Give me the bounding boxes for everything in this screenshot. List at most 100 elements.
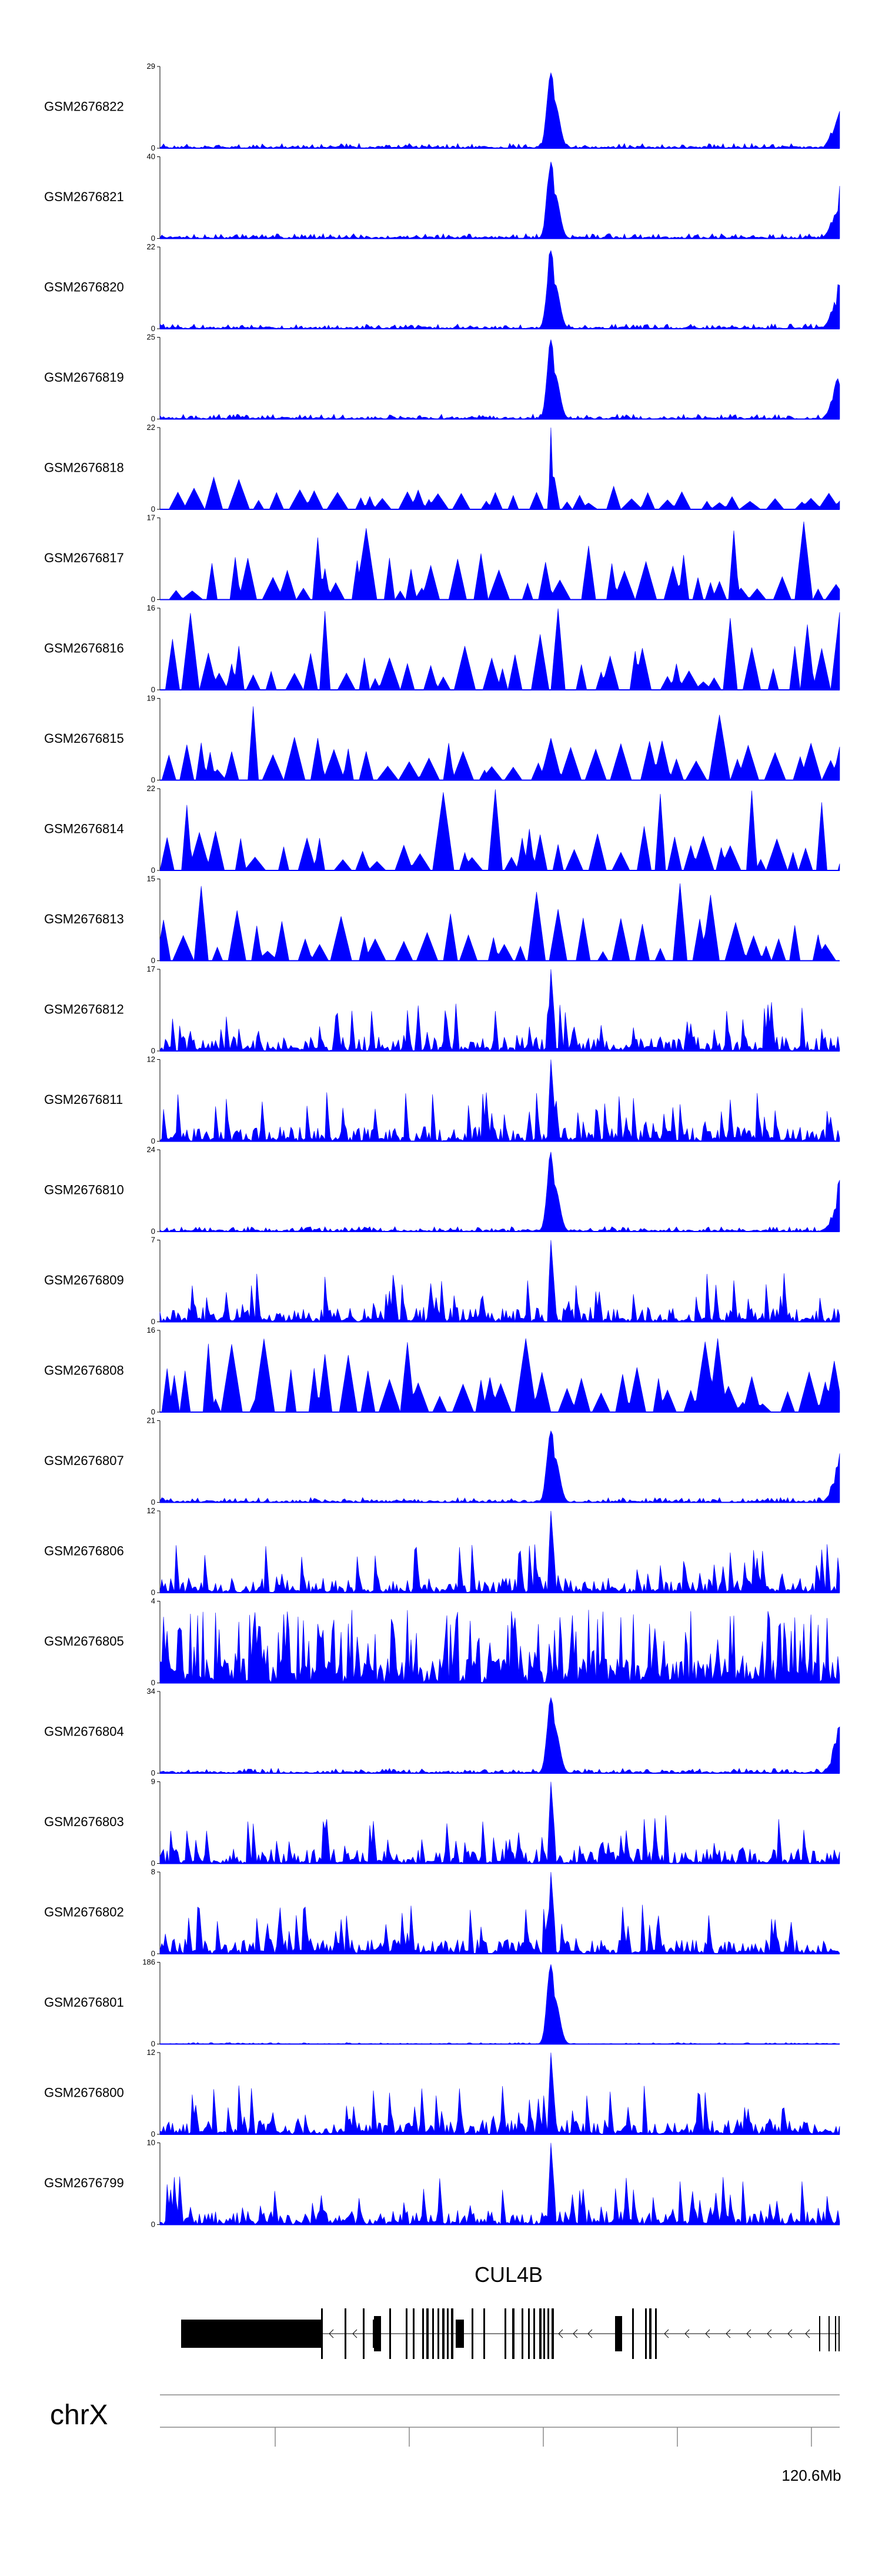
strand-chevron-icon: [558, 2329, 563, 2338]
gene-exon: [406, 2308, 407, 2359]
signal-area: [159, 1240, 840, 1323]
signal-area: [159, 1964, 840, 2044]
track-GSM2676809: GSM2676809 7 0: [44, 1236, 840, 1326]
y-tick-label-max: 7: [151, 1236, 155, 1244]
y-tick-label-min: 0: [151, 1407, 155, 1416]
track-GSM2676806: GSM2676806 12 0: [44, 1506, 840, 1597]
gene-exon: [645, 2308, 647, 2359]
signal-area: [160, 427, 840, 510]
track-label: GSM2676804: [44, 1724, 124, 1739]
signal-area: [159, 1059, 840, 1142]
track-label: GSM2676820: [44, 280, 124, 295]
y-tick-label-max: 17: [147, 965, 155, 973]
gene-exon: [345, 2308, 346, 2359]
track-GSM2676822: GSM2676822 29 0: [44, 62, 840, 152]
signal-area: [159, 161, 840, 239]
y-tick-label-min: 0: [151, 685, 155, 694]
coordinate-label: 120.6Mb: [781, 2467, 841, 2484]
track-GSM2676805: GSM2676805 4 0: [44, 1597, 840, 1687]
track-GSM2676814: GSM2676814 22 0: [44, 784, 840, 875]
gene-exon: [547, 2308, 549, 2359]
y-tick-label-min: 0: [151, 1046, 155, 1055]
gene-exon: [649, 2308, 652, 2359]
y-tick-label-min: 0: [151, 1137, 155, 1146]
signal-area: [159, 1697, 840, 1774]
gene-exon: [442, 2308, 445, 2359]
y-tick-label-max: 22: [147, 784, 155, 793]
y-tick-label-min: 0: [151, 1227, 155, 1236]
track-GSM2676821: GSM2676821 40 0: [44, 152, 840, 243]
y-tick-label-max: 12: [147, 1055, 155, 1064]
signal-area: [160, 1338, 840, 1413]
gene-exon: [819, 2316, 820, 2351]
y-tick-label-min: 0: [151, 956, 155, 965]
y-tick-label-max: 16: [147, 603, 155, 612]
signal-tracks: GSM2676822290GSM2676821400GSM2676820220G…: [44, 62, 840, 2229]
y-tick-label-min: 0: [151, 1317, 155, 1326]
gene-exon: [483, 2308, 485, 2359]
y-tick-label-min: 0: [151, 505, 155, 513]
track-GSM2676819: GSM2676819 25 0: [44, 333, 840, 423]
gene-exon: [363, 2308, 365, 2359]
signal-area: [159, 1510, 840, 1593]
gene-exon: [432, 2308, 434, 2359]
gene-exon: [615, 2316, 622, 2351]
y-tick-label-max: 10: [147, 2138, 155, 2147]
track-label: GSM2676810: [44, 1183, 124, 1197]
gene-exon: [655, 2308, 657, 2359]
signal-area: [159, 1610, 840, 1683]
y-tick-label-max: 22: [147, 242, 155, 251]
y-tick-label-min: 0: [151, 2220, 155, 2229]
track-label: GSM2676807: [44, 1453, 124, 1468]
gene-exon: [539, 2308, 542, 2359]
signal-area: [159, 1781, 840, 1864]
track-label: GSM2676803: [44, 1814, 124, 1829]
y-tick-label-min: 0: [151, 1679, 155, 1687]
y-tick-label-max: 25: [147, 333, 155, 342]
y-tick-label-max: 15: [147, 875, 155, 883]
y-tick-label-max: 21: [147, 1416, 155, 1425]
track-GSM2676813: GSM2676813 15 0: [44, 875, 840, 965]
gene-exon: [321, 2308, 323, 2359]
track-label: GSM2676802: [44, 1905, 124, 1920]
gene-exon: [528, 2308, 530, 2359]
y-tick-label-max: 9: [151, 1777, 155, 1786]
strand-chevron-icon: [329, 2329, 334, 2338]
signal-area: [159, 2052, 840, 2135]
y-tick-label-max: 19: [147, 694, 155, 703]
y-tick-label-min: 0: [151, 324, 155, 333]
y-tick-label-min: 0: [151, 1769, 155, 1777]
signal-area: [160, 521, 840, 600]
y-tick-label-max: 22: [147, 423, 155, 432]
track-label: GSM2676800: [44, 2086, 124, 2100]
track-GSM2676800: GSM2676800 12 0: [44, 2048, 840, 2138]
strand-chevron-icon: [664, 2329, 669, 2338]
y-tick-label-min: 0: [151, 776, 155, 785]
track-GSM2676807: GSM2676807 21 0: [44, 1416, 840, 1507]
y-tick-label-max: 12: [147, 1506, 155, 1515]
strand-chevron-icon: [726, 2329, 731, 2338]
gene-exon: [389, 2308, 391, 2359]
signal-area: [159, 339, 840, 419]
track-label: GSM2676799: [44, 2175, 124, 2190]
track-GSM2676820: GSM2676820 22 0: [44, 242, 840, 333]
gene-exon: [828, 2316, 830, 2351]
track-label: GSM2676817: [44, 550, 124, 565]
y-tick-label-max: 34: [147, 1687, 155, 1696]
track-GSM2676801: GSM2676801 186 0: [44, 1958, 840, 2048]
signal-area: [159, 1871, 840, 1954]
chromosome-label: chrX: [50, 2400, 108, 2431]
signal-area: [159, 1430, 840, 1503]
gene-exon: [505, 2308, 506, 2359]
strand-chevron-icon: [587, 2329, 593, 2338]
y-tick-label-max: 8: [151, 1867, 155, 1876]
gene-exon: [533, 2308, 535, 2359]
y-tick-label-max: 24: [147, 1145, 155, 1154]
strand-chevron-icon: [573, 2329, 578, 2338]
track-label: GSM2676821: [44, 189, 124, 204]
strand-chevron-icon: [805, 2329, 810, 2338]
gene-exon: [422, 2308, 424, 2359]
y-tick-label-min: 0: [151, 1859, 155, 1868]
y-tick-label-min: 0: [151, 144, 155, 152]
